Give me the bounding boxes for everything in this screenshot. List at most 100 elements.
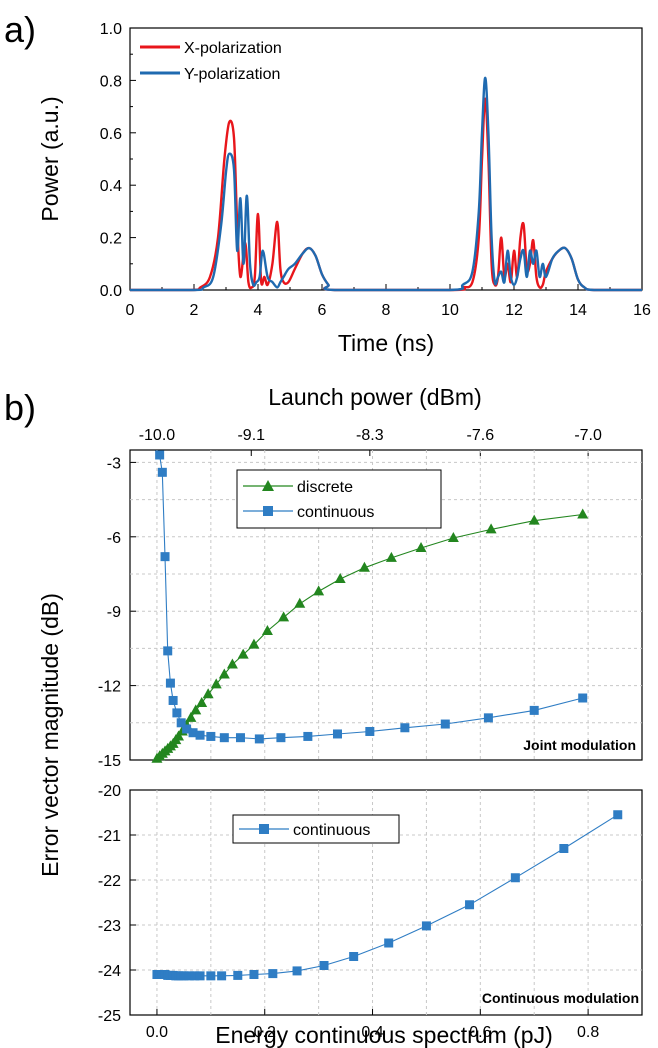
legend-continuous-label: continuous (297, 504, 374, 521)
discrete-point (226, 658, 238, 669)
panel-b-label: b) (4, 387, 36, 428)
a-x-tick-label: 10 (441, 302, 459, 319)
continuous-joint-point (440, 719, 450, 729)
continuous-only-point (249, 970, 259, 979)
panel-b-top-ticks: -10.0 -9.1 -8.3 -7.6 -7.0 (139, 427, 602, 456)
lower-y-tick-label: -22 (98, 873, 121, 890)
continuous-only-point (510, 873, 520, 883)
a-x-tick-label: 0 (126, 302, 135, 319)
continuous-only-point (292, 966, 302, 976)
discrete-point (577, 508, 589, 519)
continuous-joint-point (365, 726, 375, 736)
discrete-line (156, 513, 583, 760)
legend-discrete-label: discrete (297, 479, 353, 496)
discrete-point (334, 572, 346, 583)
panel-b-upper-legend: discrete continuous (236, 469, 442, 529)
panel-a-legend: X-polarization Y-polarization (140, 40, 282, 83)
continuous-only-point (190, 971, 200, 981)
panel-a-x-axis-title: Time (ns) (338, 330, 434, 356)
continuous-joint-point (235, 733, 245, 743)
continuous-joint-point (172, 708, 182, 718)
lower-y-tick-label: -24 (98, 963, 121, 980)
continuous-only-point (319, 961, 329, 970)
continuous-only-point (233, 970, 243, 980)
continuous-joint-point (254, 734, 264, 744)
discrete-point (196, 696, 208, 707)
continuous-only-point (349, 952, 359, 961)
continuous-joint-point (157, 467, 167, 477)
discrete-point (447, 532, 459, 543)
continuous-joint-point (400, 723, 410, 733)
a-x-tick-label: 16 (633, 302, 651, 319)
upper-y-tick-label: -12 (98, 679, 121, 696)
series-y-polarization-line (130, 76, 642, 292)
panel-b-plot: Launch power (dBm) -10.0 -9.1 -8.3 -7.6 -7.0… (37, 384, 643, 1048)
legend-y-polarization-label: Y-polarization (184, 66, 280, 83)
lower-y-tick-label: -23 (98, 918, 121, 935)
a-x-tick-label: 6 (318, 302, 327, 319)
continuous-joint-point (578, 693, 588, 703)
panel-b-lower-series (152, 810, 623, 981)
continuous-joint-point (182, 724, 192, 734)
panel-b-lower-legend: continuous (232, 814, 400, 844)
continuous-joint-point (165, 678, 175, 688)
discrete-point (210, 678, 222, 689)
a-y-tick-label: 0.0 (100, 283, 122, 300)
a-y-tick-label: 0.4 (100, 178, 122, 195)
panel-b-x-axis-title: Energy continuous spectrum (pJ) (215, 1022, 553, 1048)
b-x-tick-label: 0.4 (361, 1024, 383, 1041)
discrete-point (415, 541, 427, 552)
continuous-only-point (384, 938, 394, 948)
continuous-only-point (559, 844, 569, 853)
panel-a-y-ticks: 0.0 0.2 0.4 0.6 0.8 1.0 (100, 21, 136, 300)
discrete-point (528, 514, 540, 525)
panel-a-series (130, 76, 642, 292)
continuous-joint-point (219, 733, 229, 743)
continuous-joint-point (188, 728, 198, 738)
discrete-point (358, 561, 370, 572)
continuous-joint-point (168, 695, 178, 705)
a-x-tick-label: 8 (382, 302, 391, 319)
a-x-tick-label: 14 (569, 302, 587, 319)
discrete-point (237, 648, 249, 659)
continuous-joint-point (155, 450, 165, 460)
continuous-joint-point (176, 718, 186, 728)
continuous-only-point (184, 971, 194, 981)
discrete-point (294, 597, 306, 608)
panel-b-upper-series (151, 450, 589, 763)
a-y-tick-label: 0.2 (100, 231, 122, 248)
continuous-only-point (613, 810, 623, 820)
lower-legend-continuous-marker (259, 824, 269, 834)
continuous-joint-point (483, 713, 493, 723)
continuous-only-point (179, 971, 189, 981)
continuous-joint-point (332, 729, 342, 739)
upper-legend-box (236, 469, 442, 529)
discrete-point (190, 704, 202, 715)
a-x-tick-label: 2 (190, 302, 199, 319)
lower-y-tick-label: -25 (98, 1008, 121, 1025)
upper-y-tick-label: -15 (98, 753, 121, 770)
continuous-only-point (195, 971, 205, 981)
continuous-only-point (268, 969, 278, 979)
continuous-joint-line (159, 454, 583, 740)
continuous-only-point (217, 971, 227, 981)
b-top-tick-label: -7.0 (574, 427, 602, 444)
lower-panel-note: Continuous modulation (482, 990, 639, 1006)
discrete-point (313, 585, 325, 596)
b-x-tick-label: 0.8 (577, 1024, 599, 1041)
continuous-only-point (465, 900, 475, 910)
b-top-tick-label: -10.0 (139, 427, 176, 444)
lower-legend-continuous-label: continuous (293, 822, 370, 839)
discrete-point (278, 611, 290, 622)
b-top-tick-label: -8.3 (356, 427, 384, 444)
legend-discrete-marker (262, 480, 274, 491)
b-x-tick-label: 0.2 (254, 1024, 276, 1041)
upper-y-tick-label: -3 (107, 455, 121, 472)
continuous-joint-point (163, 646, 173, 656)
panel-b-lower-y-ticks: -20 -21 -22 -23 -24 -25 (98, 783, 136, 1025)
a-y-tick-label: 0.8 (100, 73, 122, 90)
panel-b-top-axis-title: Launch power (dBm) (268, 384, 482, 410)
continuous-only-point (421, 921, 431, 931)
panel-b-upper-y-ticks: -3 -6 -9 -12 -15 (98, 455, 136, 770)
